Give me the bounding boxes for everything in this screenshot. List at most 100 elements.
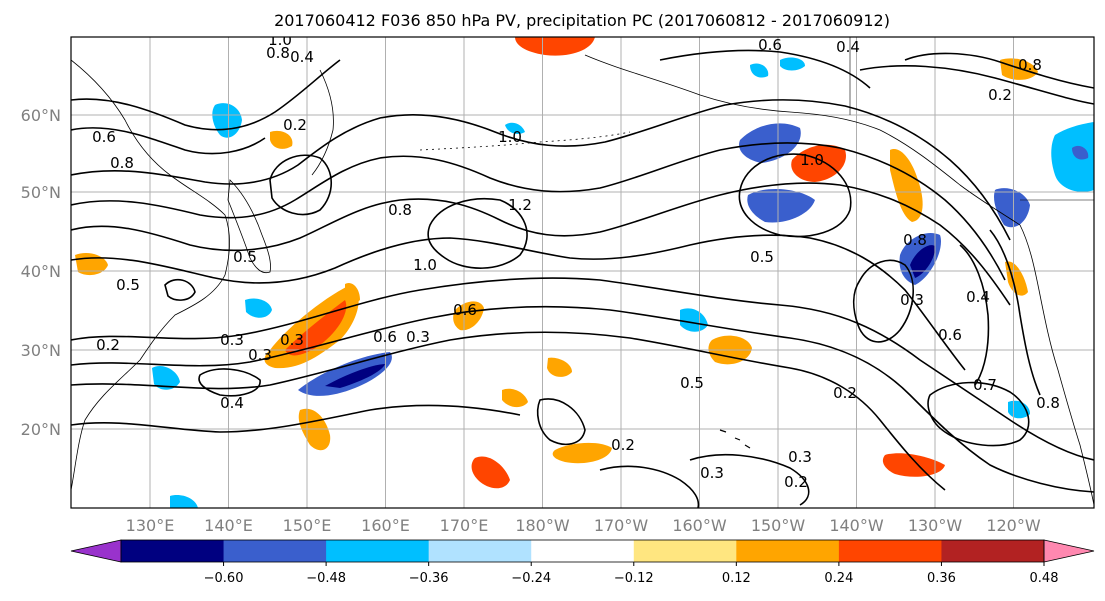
- precip-positive-area: [547, 357, 572, 377]
- pv-contour: [71, 277, 1094, 461]
- colorbar-extend-high: [1043, 539, 1095, 563]
- pv-contour: [689, 453, 810, 506]
- colorbar-tick-label: 0.36: [927, 571, 956, 586]
- contour-label: 0.3: [248, 346, 272, 364]
- pv-contour: [71, 127, 266, 155]
- colorbar-tick-label: −0.24: [511, 571, 551, 586]
- precip-negative-area: [152, 365, 180, 390]
- lon-label: 130°E: [126, 516, 175, 535]
- contour-label: 0.6: [758, 36, 782, 54]
- pv-contour: [198, 368, 261, 397]
- pv-contour: [738, 153, 852, 238]
- precip-negative-area: [170, 495, 198, 508]
- contour-label: 0.2: [833, 384, 857, 402]
- contour-label: 0.5: [680, 374, 704, 392]
- contour-label: 1.0: [413, 256, 437, 274]
- coastline-asia: [71, 59, 230, 491]
- contour-label: 0.4: [966, 288, 990, 306]
- pv-contours: [71, 49, 1094, 508]
- lon-label: 180°W: [515, 516, 570, 535]
- contour-label: 0.3: [900, 291, 924, 309]
- pv-contour: [427, 197, 528, 269]
- precip-positive-area: [1000, 58, 1038, 80]
- pv-contour: [659, 49, 871, 89]
- contour-label: 0.7: [973, 376, 997, 394]
- contour-label: 0.3: [700, 464, 724, 482]
- contour-label: 0.5: [233, 248, 257, 266]
- contour-label: 0.3: [220, 331, 244, 349]
- contour-label: 1.0: [800, 151, 824, 169]
- precip-negative-area: [505, 122, 525, 134]
- pv-contour: [989, 229, 1041, 396]
- lon-label: 140°E: [204, 516, 253, 535]
- contour-label: 0.8: [1018, 56, 1042, 74]
- lon-label: 160°W: [672, 516, 727, 535]
- precip-shading: [75, 37, 1094, 508]
- precip-negative-area: [780, 57, 805, 71]
- lat-label: 40°N: [21, 262, 61, 281]
- lat-label: 60°N: [21, 106, 61, 125]
- lon-label: 140°W: [829, 516, 884, 535]
- colorbar-tick-label: −0.36: [409, 571, 449, 586]
- contour-label: 0.8: [110, 154, 134, 172]
- pv-contour: [71, 404, 521, 433]
- colorbar-frame: [120, 539, 1045, 563]
- colorbar: −0.60 −0.48 −0.36 −0.24 −0.12 0.12 0.24 0.36 0.4…: [70, 539, 1095, 586]
- lon-label: 150°W: [751, 516, 806, 535]
- precip-positive-area: [890, 149, 923, 222]
- contour-label: 1.0: [268, 31, 292, 49]
- contour-label: 1.2: [508, 196, 532, 214]
- lat-label: 30°N: [21, 341, 61, 360]
- contour-label: 0.6: [453, 301, 477, 319]
- border-us-canada: [849, 37, 1094, 201]
- precip-negative-area: [298, 352, 392, 396]
- contour-label: 0.4: [836, 38, 860, 56]
- lon-label: 150°E: [283, 516, 332, 535]
- colorbar-tick-label: 0.48: [1030, 571, 1059, 586]
- coastlines: [71, 37, 1094, 506]
- colorbar-tick-label: 0.24: [824, 571, 853, 586]
- colorbar-segment: [633, 540, 737, 562]
- contour-label: 0.3: [788, 448, 812, 466]
- pv-contour: [859, 65, 1094, 105]
- contour-label: 0.2: [784, 473, 808, 491]
- precip-negative-area: [1051, 122, 1094, 192]
- precip-negative-area: [750, 63, 769, 78]
- precip-positive-area: [453, 301, 484, 331]
- precip-negative-area: [1072, 145, 1089, 160]
- precip-negative-area: [680, 308, 708, 332]
- lat-label: 50°N: [21, 183, 61, 202]
- pv-contour: [71, 234, 966, 371]
- coastline-aleutians: [419, 131, 631, 151]
- pv-contour: [536, 398, 586, 446]
- contour-label: 0.8: [266, 44, 290, 62]
- colorbar-segment: [838, 540, 942, 562]
- precip-positive-area: [882, 453, 945, 477]
- colorbar-segment: [326, 540, 430, 562]
- colorbar-segment: [223, 540, 327, 562]
- figure-title: 2017060412 F036 850 hPa PV, precipitatio…: [274, 11, 890, 30]
- colorbar-segment: [531, 540, 635, 562]
- contour-label: 1.0: [498, 128, 522, 146]
- contour-label: 0.8: [903, 231, 927, 249]
- contour-label: 0.5: [116, 276, 140, 294]
- map-frame: [70, 36, 1095, 509]
- colorbar-segment: [121, 540, 225, 562]
- contour-label: 0.2: [988, 86, 1012, 104]
- coastline-hawaii: [719, 429, 751, 449]
- contour-label: 0.6: [938, 326, 962, 344]
- contour-label: 0.6: [373, 328, 397, 346]
- coastline-north-america: [1019, 224, 1094, 506]
- lon-label: 160°E: [361, 516, 410, 535]
- pv-contour: [71, 331, 946, 491]
- pv-contour: [599, 465, 700, 508]
- contour-label: 0.5: [750, 248, 774, 266]
- precip-negative-area: [747, 188, 815, 223]
- contour-label: 0.4: [220, 394, 244, 412]
- colorbar-segment: [941, 540, 1045, 562]
- pv-contour: [71, 305, 1094, 493]
- precip-negative-area: [994, 188, 1030, 228]
- precip-positive-area: [270, 130, 293, 149]
- pv-contour: [71, 142, 1006, 281]
- map-panel: 1.00.8 0.40.20.60.80.50.2 0.31.01.20.5 1.00…: [71, 31, 1094, 508]
